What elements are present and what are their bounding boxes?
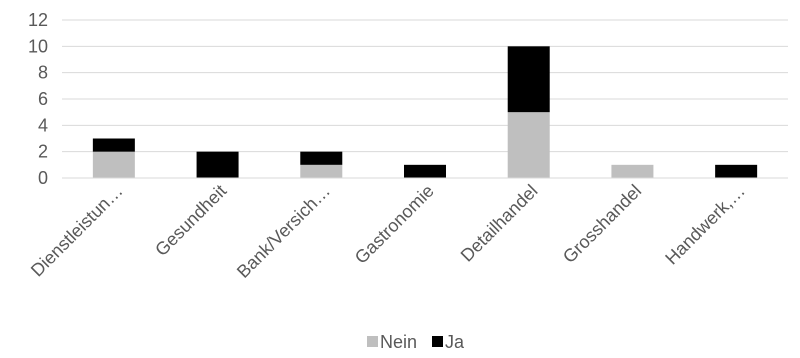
bar-segment-ja (507, 46, 550, 113)
bar-segment-nein (611, 164, 654, 178)
x-category-label: Handwerk,… (661, 181, 749, 269)
y-axis-tick-labels: 0 2 4 6 8 10 12 (28, 10, 48, 188)
x-category-label: Gastronomie (351, 181, 438, 268)
bar-segment-ja (300, 151, 343, 165)
bar-segment-ja (715, 164, 758, 178)
x-axis-category-labels: Dienstleistun… Gesundheit Bank/Versich… Gas… (27, 181, 749, 282)
bars (92, 46, 758, 178)
legend-label-ja: Ja (445, 332, 465, 352)
y-tick-label: 6 (38, 89, 48, 109)
bar-segment-nein (92, 151, 135, 178)
legend-label-nein: Nein (380, 332, 417, 352)
x-category-label: Grosshandel (559, 181, 645, 267)
gridlines (62, 19, 788, 153)
bar-segment-nein (300, 164, 343, 178)
y-tick-label: 8 (38, 63, 48, 83)
x-category-label: Detailhandel (457, 181, 542, 266)
legend-swatch-ja (432, 336, 443, 347)
x-category-label: Gesundheit (151, 181, 230, 260)
y-tick-label: 4 (38, 115, 48, 135)
legend-swatch-nein (367, 336, 378, 347)
y-tick-label: 10 (28, 36, 48, 56)
y-tick-label: 0 (38, 168, 48, 188)
legend: Nein Ja (367, 332, 465, 352)
bar-segment-nein (507, 112, 550, 178)
bar-segment-ja (92, 138, 135, 152)
bar-segment-ja (196, 151, 239, 178)
x-category-label: Bank/Versich… (233, 181, 334, 282)
x-category-label: Dienstleistun… (27, 181, 127, 281)
y-tick-label: 2 (38, 142, 48, 162)
bar-segment-ja (404, 164, 446, 178)
y-tick-label: 12 (28, 10, 48, 30)
